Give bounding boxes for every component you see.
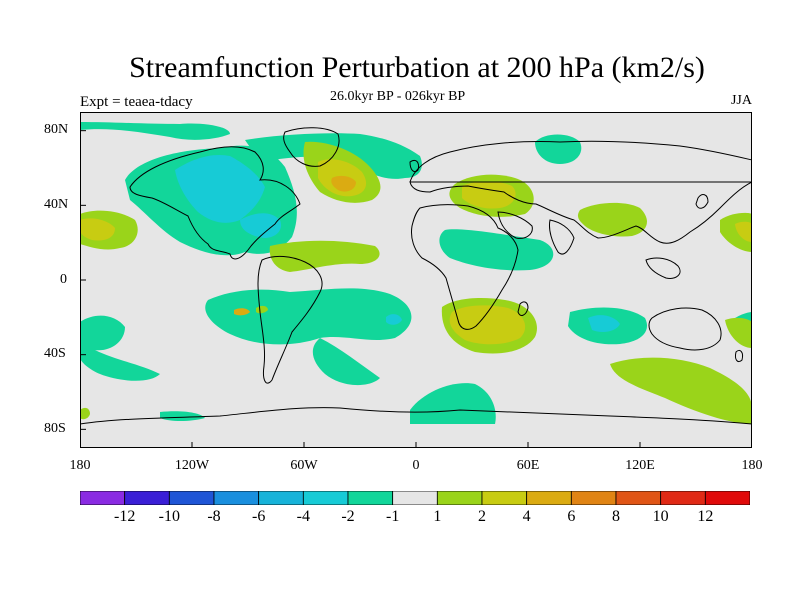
colorbar-swatch-13 <box>660 491 706 505</box>
colorbar-label-7: 1 <box>433 508 442 525</box>
region-neg2-indian <box>588 315 620 332</box>
colorbar-label-8: 2 <box>478 508 486 525</box>
colorbar-label-1: -10 <box>158 508 180 525</box>
region-pos3-atlantic <box>331 175 356 192</box>
region-neg2-na <box>175 154 265 223</box>
lon-label-120e: 120E <box>625 458 655 473</box>
coast-antarctica <box>79 407 753 425</box>
lon-label-180w: 180 <box>69 458 91 473</box>
colorbar-swatch-12 <box>615 491 662 505</box>
colorbar-swatch-9 <box>481 491 528 505</box>
region-pos3-satl <box>234 308 250 316</box>
region-neg-se-pacific <box>80 315 160 381</box>
colorbar <box>80 491 750 505</box>
colorbar-label-2: -8 <box>207 508 221 525</box>
coast-south-america <box>257 255 323 384</box>
coast-japan <box>695 194 709 209</box>
colorbar-label-5: -2 <box>341 508 355 525</box>
region-pos2-mideast <box>462 181 516 209</box>
colorbar-label-13: 12 <box>697 508 714 525</box>
region-neg-satl-tail <box>312 338 380 386</box>
coast-africa <box>411 204 519 330</box>
coast-north-america <box>129 146 301 260</box>
colorbar-swatch-7 <box>392 491 438 505</box>
coast-india <box>549 219 575 255</box>
region-pos-ant-w <box>80 407 90 420</box>
region-neg2-na-2 <box>240 213 282 238</box>
time-range-label: 26.0kyr BP - 026kyr BP <box>330 89 466 104</box>
colorbar-swatch-2 <box>168 491 215 505</box>
season-label: JJA <box>730 93 752 108</box>
region-pos-antarctic-pac <box>610 357 752 424</box>
coast-madagascar <box>517 301 529 316</box>
map-panel <box>79 112 753 448</box>
lon-label-60e: 60E <box>516 458 540 473</box>
region-neg-spac-small <box>160 411 205 421</box>
colorbar-label-4: -4 <box>296 508 310 525</box>
lon-label-60w: 60W <box>290 458 318 473</box>
region-neg2-satl <box>386 314 402 325</box>
coast-se-asia <box>645 257 681 279</box>
coast-eurasia <box>409 140 753 244</box>
region-pos-small <box>256 305 268 314</box>
map-canvas <box>79 112 753 448</box>
region-neg-antarctic <box>410 383 496 424</box>
colorbar-label-3: -6 <box>251 508 266 525</box>
colorbar-label-10: 6 <box>567 508 576 525</box>
region-neg-indian <box>439 229 554 271</box>
colorbar-swatch-11 <box>570 491 617 505</box>
contours-plus-3 <box>234 175 356 316</box>
coast-arabia <box>497 211 533 239</box>
region-neg-satlantic <box>205 288 412 345</box>
colorbar-swatch-5 <box>302 491 349 505</box>
lon-label-120w: 120W <box>174 458 210 473</box>
colorbar-swatch-10 <box>526 491 572 505</box>
axis-ticks <box>79 130 753 448</box>
lon-label-180e: 180 <box>741 458 763 473</box>
lat-label-0: 0 <box>60 272 67 287</box>
colorbar-swatch-0 <box>80 491 126 505</box>
coast-greenland <box>283 127 340 167</box>
colorbar-swatch-3 <box>213 491 260 505</box>
colorbar-swatch-8 <box>436 491 483 505</box>
lat-label-80s: 80S <box>44 421 66 436</box>
coastlines <box>79 127 753 425</box>
colorbar-swatch-14 <box>704 491 750 505</box>
lat-label-80n: 80N <box>44 122 69 137</box>
region-pos-tropatl <box>269 240 380 272</box>
lat-label-40s: 40S <box>44 346 66 361</box>
region-pos-spacific <box>725 317 752 348</box>
colorbar-swatch-4 <box>258 491 304 505</box>
region-pos2-safrica <box>449 305 526 345</box>
region-neg-arctic <box>80 122 230 140</box>
colorbar-swatch-6 <box>347 491 394 505</box>
lat-label-40n: 40N <box>44 197 69 212</box>
colorbar-label-11: 8 <box>612 508 620 525</box>
region-pos2-npac <box>80 218 115 241</box>
contours-minus-2 <box>175 154 620 332</box>
colorbar-label-12: 10 <box>652 508 669 525</box>
coast-nz <box>735 349 743 363</box>
colorbar-swatch-1 <box>124 491 170 505</box>
experiment-label: Expt = teaea-tdacy <box>80 94 193 110</box>
coast-uk <box>409 159 419 173</box>
colorbar-label-0: -12 <box>113 508 136 525</box>
lon-label-0: 0 <box>412 458 420 473</box>
coast-australia <box>648 307 722 351</box>
region-pos2-epac <box>735 221 752 242</box>
page-title: Streamfunction Perturbation at 200 hPa (… <box>129 51 705 84</box>
colorbar-label-9: 4 <box>522 508 531 525</box>
colorbar-label-6: -1 <box>385 508 400 525</box>
